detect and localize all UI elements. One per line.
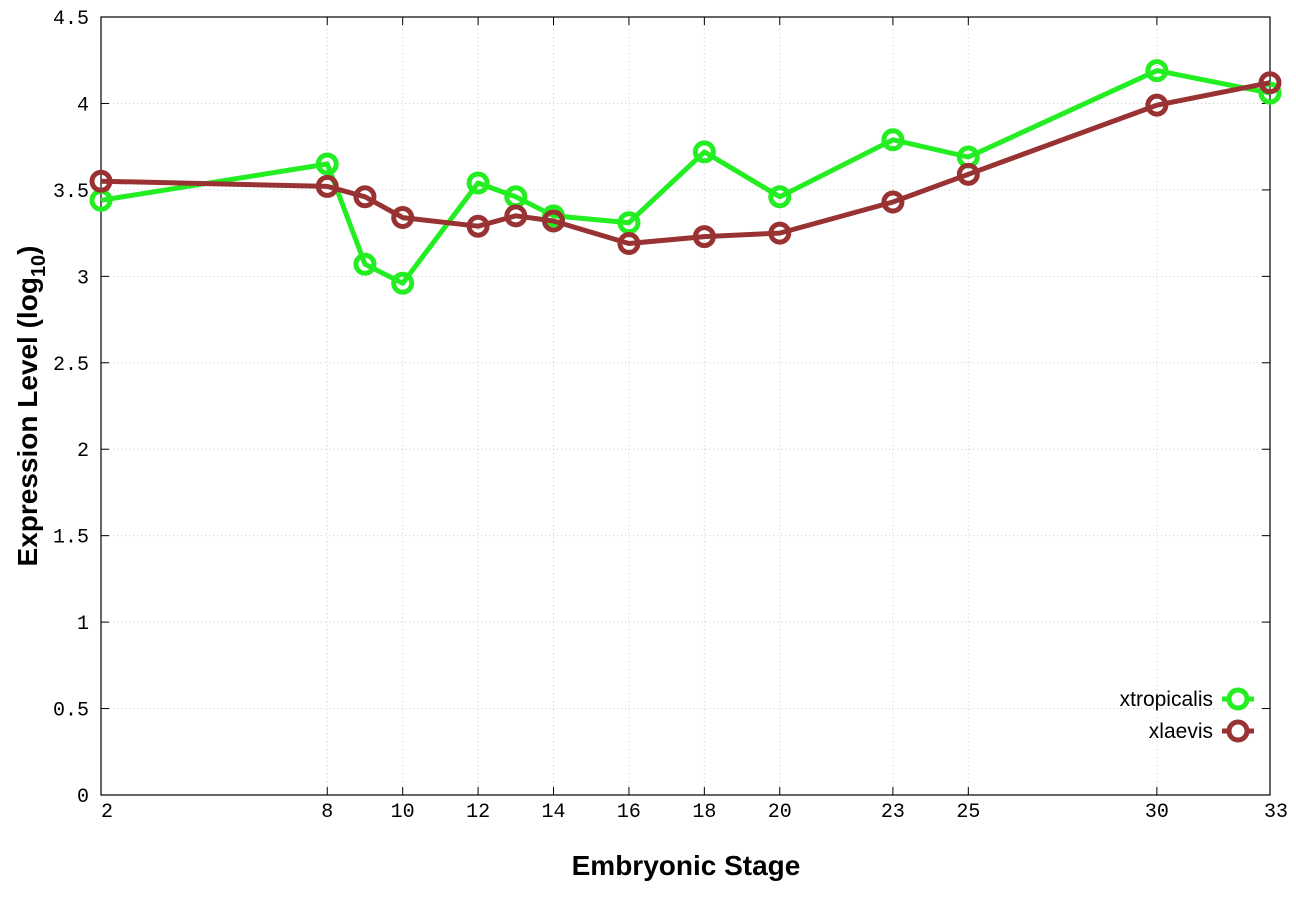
data-point <box>1145 93 1169 117</box>
y-tick-label: 3 <box>77 267 89 290</box>
x-tick-label: 18 <box>692 801 716 824</box>
axis-ticks: 0 0.5 1 1.5 2 2.5 3 3.5 4 4.5 2 8 10 12 14 16 18 20 23 25 30… <box>53 8 1288 824</box>
x-tick-label: 8 <box>321 801 333 824</box>
legend-label: xtropicalis <box>1120 688 1213 711</box>
y-tick-label: 1 <box>77 613 89 636</box>
data-point <box>89 169 113 193</box>
data-point <box>1258 71 1282 95</box>
y-tick-label: 4.5 <box>53 8 89 31</box>
y-axis-title-close: ) <box>12 246 43 255</box>
data-point <box>881 190 905 214</box>
data-point <box>315 174 339 198</box>
series-xlaevis <box>89 71 1282 255</box>
svg-text:Expression Level (log10): Expression Level (log10) <box>12 246 50 567</box>
y-tick-label: 3.5 <box>53 181 89 204</box>
y-tick-label: 4 <box>77 94 89 117</box>
data-point <box>315 152 339 176</box>
data-point <box>466 214 490 238</box>
legend-label: xlaevis <box>1149 720 1213 743</box>
x-tick-label: 25 <box>956 801 980 824</box>
data-point <box>391 271 415 295</box>
data-point <box>542 209 566 233</box>
y-axis-title-main: Expression Level (log <box>12 277 43 566</box>
data-point <box>504 204 528 228</box>
y-tick-label: 0 <box>77 786 89 809</box>
data-point <box>881 128 905 152</box>
data-point <box>692 140 716 164</box>
series-line-xtropicalis <box>100 68 1271 286</box>
x-axis-title: Embryonic Stage <box>572 850 801 881</box>
x-tick-label: 33 <box>1264 801 1288 824</box>
series-line-xlaevis <box>100 80 1271 246</box>
y-tick-label: 0.5 <box>53 700 89 723</box>
x-tick-label: 23 <box>881 801 905 824</box>
grid-lines <box>101 17 1270 795</box>
series-lines <box>89 59 1282 295</box>
data-point <box>617 231 641 255</box>
data-point <box>692 225 716 249</box>
legend-swatch-marker <box>1226 687 1250 711</box>
legend-swatch-marker <box>1226 719 1250 743</box>
data-point <box>391 206 415 230</box>
data-point <box>1145 59 1169 83</box>
data-point <box>768 185 792 209</box>
x-tick-label: 2 <box>101 801 113 824</box>
data-point <box>768 221 792 245</box>
y-axis-title: Expression Level (log10) <box>12 246 50 567</box>
data-point <box>617 211 641 235</box>
y-tick-label: 2.5 <box>53 354 89 377</box>
x-tick-label: 12 <box>466 801 490 824</box>
x-tick-label: 20 <box>768 801 792 824</box>
data-point <box>956 162 980 186</box>
x-tick-label: 16 <box>617 801 641 824</box>
x-tick-label: 14 <box>542 801 566 824</box>
y-tick-label: 1.5 <box>53 527 89 550</box>
x-tick-label: 30 <box>1145 801 1169 824</box>
data-point <box>466 171 490 195</box>
plot-frame <box>100 16 1271 796</box>
y-tick-label: 2 <box>77 440 89 463</box>
series-xtropicalis <box>89 59 1282 295</box>
data-point <box>353 252 377 276</box>
y-axis-title-subscript: 10 <box>28 255 50 277</box>
data-point <box>353 185 377 209</box>
legend: xtropicalis xlaevis <box>1120 687 1254 743</box>
x-tick-label: 10 <box>391 801 415 824</box>
